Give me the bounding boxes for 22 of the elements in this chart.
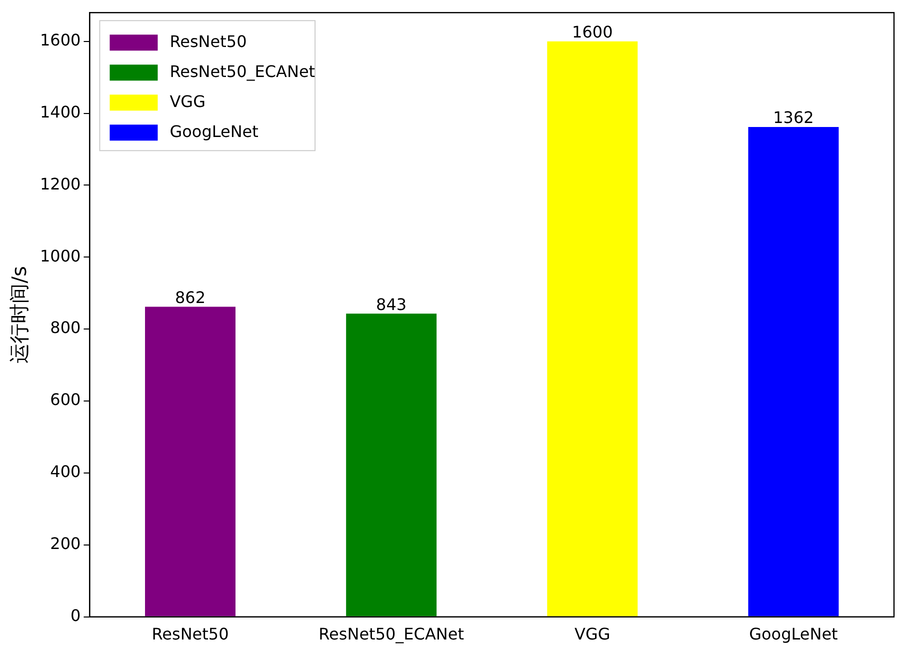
legend-label: VGG <box>170 92 206 111</box>
data-label: 862 <box>174 288 206 307</box>
data-label: 1600 <box>572 22 613 42</box>
y-tick-label: 1400 <box>40 102 81 122</box>
y-tick-label: 800 <box>50 318 81 338</box>
y-tick-label: 1600 <box>40 30 81 50</box>
y-axis-title: 运行时间/s <box>7 266 32 364</box>
y-tick-label: 0 <box>70 606 81 625</box>
y-tick-label: 200 <box>50 534 81 554</box>
y-tick-label: 1000 <box>40 246 81 266</box>
x-tick-label: ResNet50_ECANet <box>318 624 464 644</box>
legend-label: ResNet50_ECANet <box>170 62 316 81</box>
y-tick-label: 400 <box>50 462 81 482</box>
x-tick-label: GoogLeNet <box>749 624 838 644</box>
x-tick-label: ResNet50 <box>152 624 229 644</box>
legend-label: GoogLeNet <box>170 122 258 141</box>
y-tick-label: 600 <box>50 390 81 410</box>
data-label: 843 <box>376 294 407 314</box>
x-tick-label: VGG <box>574 624 610 644</box>
data-label: 1362 <box>773 108 814 128</box>
y-tick-label: 1200 <box>40 174 81 194</box>
legend-label: ResNet50 <box>170 32 247 51</box>
